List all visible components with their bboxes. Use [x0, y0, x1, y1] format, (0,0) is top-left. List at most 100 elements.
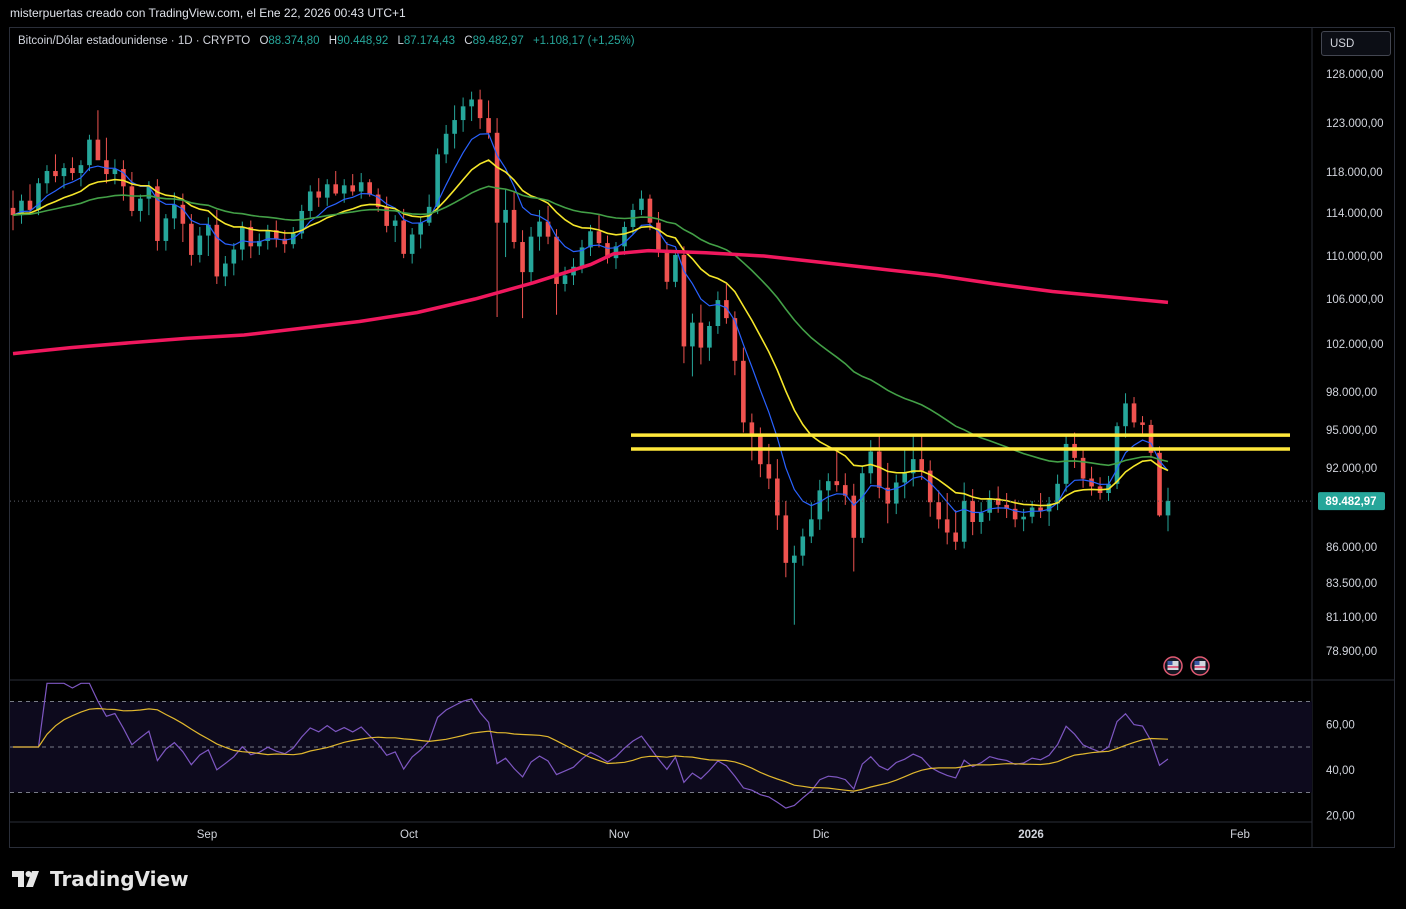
candle-body	[367, 182, 372, 195]
symbol-name[interactable]: Bitcoin/Dólar estadounidense · 1D · CRYP…	[18, 35, 251, 47]
candle-body	[647, 198, 653, 223]
candle-body	[885, 487, 891, 504]
candle-body	[596, 231, 602, 244]
price-axis-label: 78.900,00	[1326, 646, 1377, 658]
candle-body	[129, 186, 135, 211]
candle-body	[1012, 508, 1018, 520]
price-axis-label: 106.000,00	[1326, 294, 1384, 306]
candle-body	[503, 209, 508, 223]
candle-body	[240, 226, 245, 250]
candle-body	[520, 242, 525, 273]
price-axis-label: 123.000,00	[1326, 118, 1384, 130]
candle-body	[868, 451, 874, 474]
candle-body	[834, 481, 840, 486]
candle-body	[1046, 503, 1052, 512]
candle-body	[409, 234, 415, 254]
candle-body	[656, 222, 661, 252]
candle-body	[910, 459, 916, 474]
candle-body	[528, 236, 534, 273]
price-axis-label: 92.000,00	[1326, 463, 1377, 475]
price-axis-label: 110.000,00	[1326, 251, 1383, 263]
candle-body	[792, 555, 797, 563]
candle-body	[741, 360, 746, 423]
candle-body	[825, 481, 831, 491]
candle-body	[1165, 500, 1171, 516]
candle-body	[579, 247, 585, 267]
rsi-axis-label: 60,00	[1326, 719, 1355, 731]
brand-name: TradingView	[50, 867, 189, 891]
candle-body	[19, 200, 24, 216]
candle-body	[537, 221, 542, 237]
last-price-label: 89.482,97	[1325, 496, 1376, 508]
candle-body	[341, 185, 347, 194]
candle-body	[817, 490, 823, 520]
candle-body	[698, 322, 704, 348]
event-flag-icon	[1194, 661, 1206, 670]
low-label: L	[397, 35, 404, 47]
candle-body	[562, 275, 568, 284]
candle-body	[44, 171, 50, 184]
candle-body	[223, 263, 228, 277]
candle-body	[307, 191, 313, 211]
price-axis-label: 86.000,00	[1326, 542, 1377, 554]
candle-body	[1157, 452, 1162, 516]
candle-body	[155, 186, 160, 241]
candle-body	[876, 451, 882, 488]
candle-body	[70, 168, 75, 174]
candle-body	[146, 186, 152, 199]
price-axis-label: 81.100,00	[1326, 612, 1377, 624]
candle-body	[435, 154, 440, 207]
candle-body	[545, 221, 551, 237]
symbol-legend: Bitcoin/Dólar estadounidense · 1D · CRYP…	[18, 35, 635, 47]
candle-body	[214, 224, 220, 277]
price-axis-label: 118.000,00	[1326, 167, 1383, 179]
candle-body	[477, 99, 483, 119]
candle-body	[10, 207, 16, 216]
candle-body	[1038, 507, 1043, 512]
candle-body	[775, 478, 780, 516]
candle-body	[418, 222, 423, 235]
candle-body	[265, 230, 271, 241]
candle-body	[299, 210, 305, 234]
candle-body	[172, 204, 177, 219]
candle-body	[987, 498, 992, 513]
candle-body	[78, 165, 84, 174]
candle-body	[392, 220, 398, 226]
chart-caption: misterpuertas creado con TradingView.com…	[10, 6, 406, 20]
candle-body	[1004, 504, 1009, 509]
price-axis-label: 98.000,00	[1326, 387, 1377, 399]
price-axis-label: 114.000,00	[1326, 208, 1383, 220]
currency-button[interactable]: USD	[1321, 31, 1391, 56]
candle-body	[1063, 443, 1069, 484]
candle-body	[919, 459, 925, 471]
candle-body	[384, 206, 389, 226]
candle-body	[36, 183, 41, 210]
close-value: 89.482,97	[472, 35, 524, 47]
candle-body	[554, 236, 559, 284]
time-axis-label: Dic	[813, 829, 830, 841]
candle-body	[95, 139, 101, 161]
candle-body	[842, 485, 848, 496]
tradingview-logo-icon	[12, 871, 39, 887]
candle-body	[927, 470, 933, 503]
event-flag-icon	[1167, 661, 1179, 670]
candle-body	[401, 220, 406, 254]
candle-body	[53, 171, 58, 177]
candle-body	[104, 160, 109, 175]
price-axis-label: 102.000,00	[1326, 339, 1384, 351]
high-value: 90.448,92	[337, 35, 389, 47]
candle-body	[350, 185, 356, 192]
ema-mid-line	[12, 159, 1169, 507]
rsi-ma-line	[13, 707, 1169, 792]
candle-body	[316, 191, 322, 198]
candle-body	[1131, 403, 1137, 423]
event-flag-icon	[1167, 661, 1173, 665]
candle-body	[1140, 422, 1145, 425]
candle-body	[944, 519, 950, 533]
candle-body	[452, 120, 457, 134]
candle-body	[639, 198, 644, 210]
candle-body	[605, 243, 610, 259]
candle-body	[206, 224, 211, 236]
candle-body	[724, 300, 729, 319]
